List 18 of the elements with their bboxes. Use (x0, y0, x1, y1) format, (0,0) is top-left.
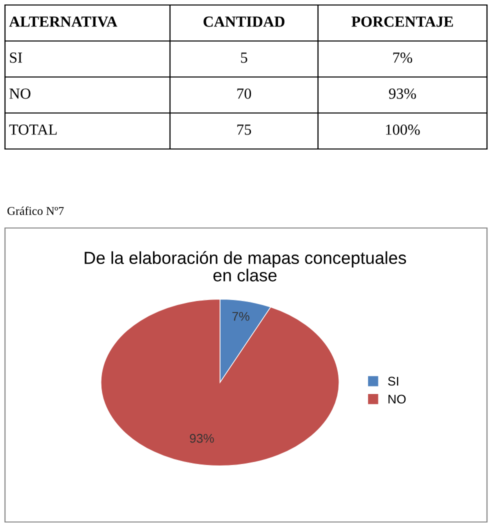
text: 100% (386, 124, 420, 135)
text: 93% (388, 88, 416, 99)
text: PORCENTAJE (352, 16, 453, 27)
category-label: SI (10, 52, 22, 63)
text: 5 (241, 52, 248, 63)
category-label: NO (9, 88, 30, 99)
text: 7% (393, 52, 412, 63)
text: 75 (237, 124, 252, 135)
legend-label: SI (388, 376, 398, 386)
text: ALTERNATIVA (9, 16, 118, 27)
text: CANTIDAD (204, 16, 284, 27)
text: TOTAL (9, 124, 57, 135)
data-label: 7% (232, 312, 250, 321)
text: Gráfico Nº7 (7, 206, 64, 215)
chart-title: De la elaboración de mapas conceptuales en clase (84, 251, 406, 282)
legend-label: NO (388, 394, 406, 404)
data-label: 93% (190, 434, 214, 443)
text: 70 (237, 88, 252, 99)
